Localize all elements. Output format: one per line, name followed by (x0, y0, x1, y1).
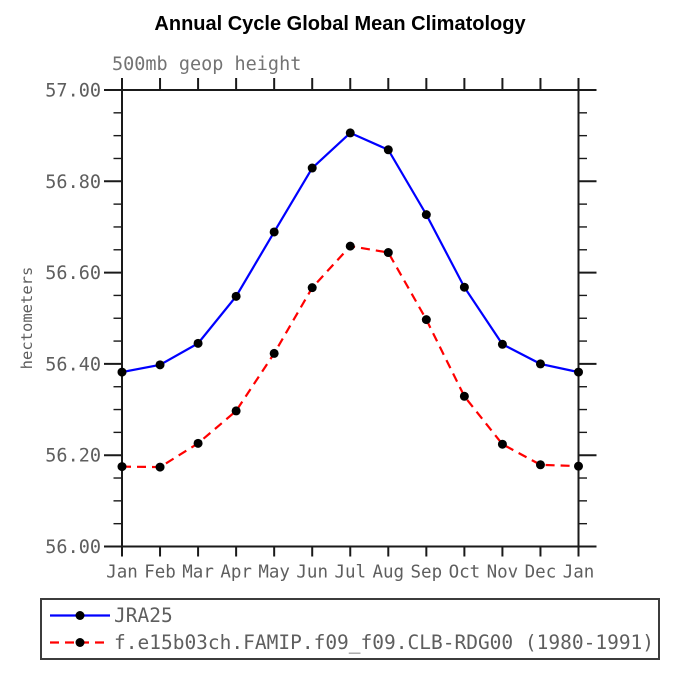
x-tick-label: Oct (449, 563, 481, 583)
data-point-marker (535, 460, 545, 470)
data-point-marker (497, 339, 507, 349)
series-line-1 (121, 244, 579, 469)
data-point-marker (269, 348, 279, 358)
series-line-0 (121, 131, 579, 374)
plot-frame (121, 89, 580, 548)
x-tick-label: Jun (296, 563, 328, 583)
x-tick-label: Apr (220, 563, 252, 583)
legend-item: JRA25 (46, 602, 656, 629)
y-tick-label: 57.00 (45, 81, 101, 102)
data-point-marker (307, 283, 317, 293)
data-point-marker (345, 241, 355, 251)
data-point-marker (535, 359, 545, 369)
data-point-marker (383, 248, 393, 258)
data-point-marker (307, 163, 317, 173)
data-point-marker (117, 462, 127, 472)
data-point-marker (383, 145, 393, 155)
data-point-marker (231, 406, 241, 416)
x-tick-label: Jan (563, 563, 595, 583)
x-tick-label: Sep (411, 563, 443, 583)
y-tick-label: 56.80 (45, 172, 101, 193)
x-tick-label: Jul (334, 563, 366, 583)
data-point-marker (117, 367, 127, 377)
data-point-marker (421, 315, 431, 325)
y-tick-label: 56.60 (45, 263, 101, 284)
data-point-marker (574, 367, 583, 377)
data-point-marker (459, 391, 469, 401)
legend-marker-dot (75, 638, 85, 648)
data-point-marker (155, 360, 165, 370)
data-point-marker (269, 227, 279, 237)
legend-label: f.e15b03ch.FAMIP.f09_f09.CLB-RDG00 (1980… (114, 631, 655, 655)
legend-item: f.e15b03ch.FAMIP.f09_f09.CLB-RDG00 (1980… (46, 629, 656, 656)
chart-title: Annual Cycle Global Mean Climatology (154, 13, 526, 35)
legend-line-swatch (50, 610, 110, 620)
data-point-marker (231, 291, 241, 301)
x-tick-label: Dec (525, 563, 557, 583)
x-tick-label: Feb (144, 563, 176, 583)
data-point-marker (345, 128, 355, 138)
x-tick-label: May (258, 563, 290, 583)
y-tick-label: 56.40 (45, 354, 101, 375)
data-point-marker (421, 210, 431, 220)
data-point-marker (155, 462, 165, 472)
x-tick-label: Nov (487, 563, 519, 583)
chart-subtitle: 500mb geop height (112, 54, 302, 75)
data-point-marker (497, 439, 507, 449)
x-tick-label: Jan (106, 563, 138, 583)
y-tick-label: 56.00 (45, 537, 101, 558)
legend-label: JRA25 (114, 603, 173, 627)
data-point-marker (193, 438, 203, 448)
data-point-marker (574, 461, 583, 471)
data-point-marker (193, 338, 203, 348)
x-tick-label: Aug (372, 563, 404, 583)
legend-line-swatch (50, 638, 110, 648)
legend-marker-dot (75, 610, 85, 620)
y-tick-label: 56.20 (45, 446, 101, 467)
data-point-marker (459, 282, 469, 292)
x-tick-label: Mar (182, 563, 214, 583)
legend: JRA25 f.e15b03ch.FAMIP.f09_f09.CLB-RDG00… (40, 598, 660, 660)
